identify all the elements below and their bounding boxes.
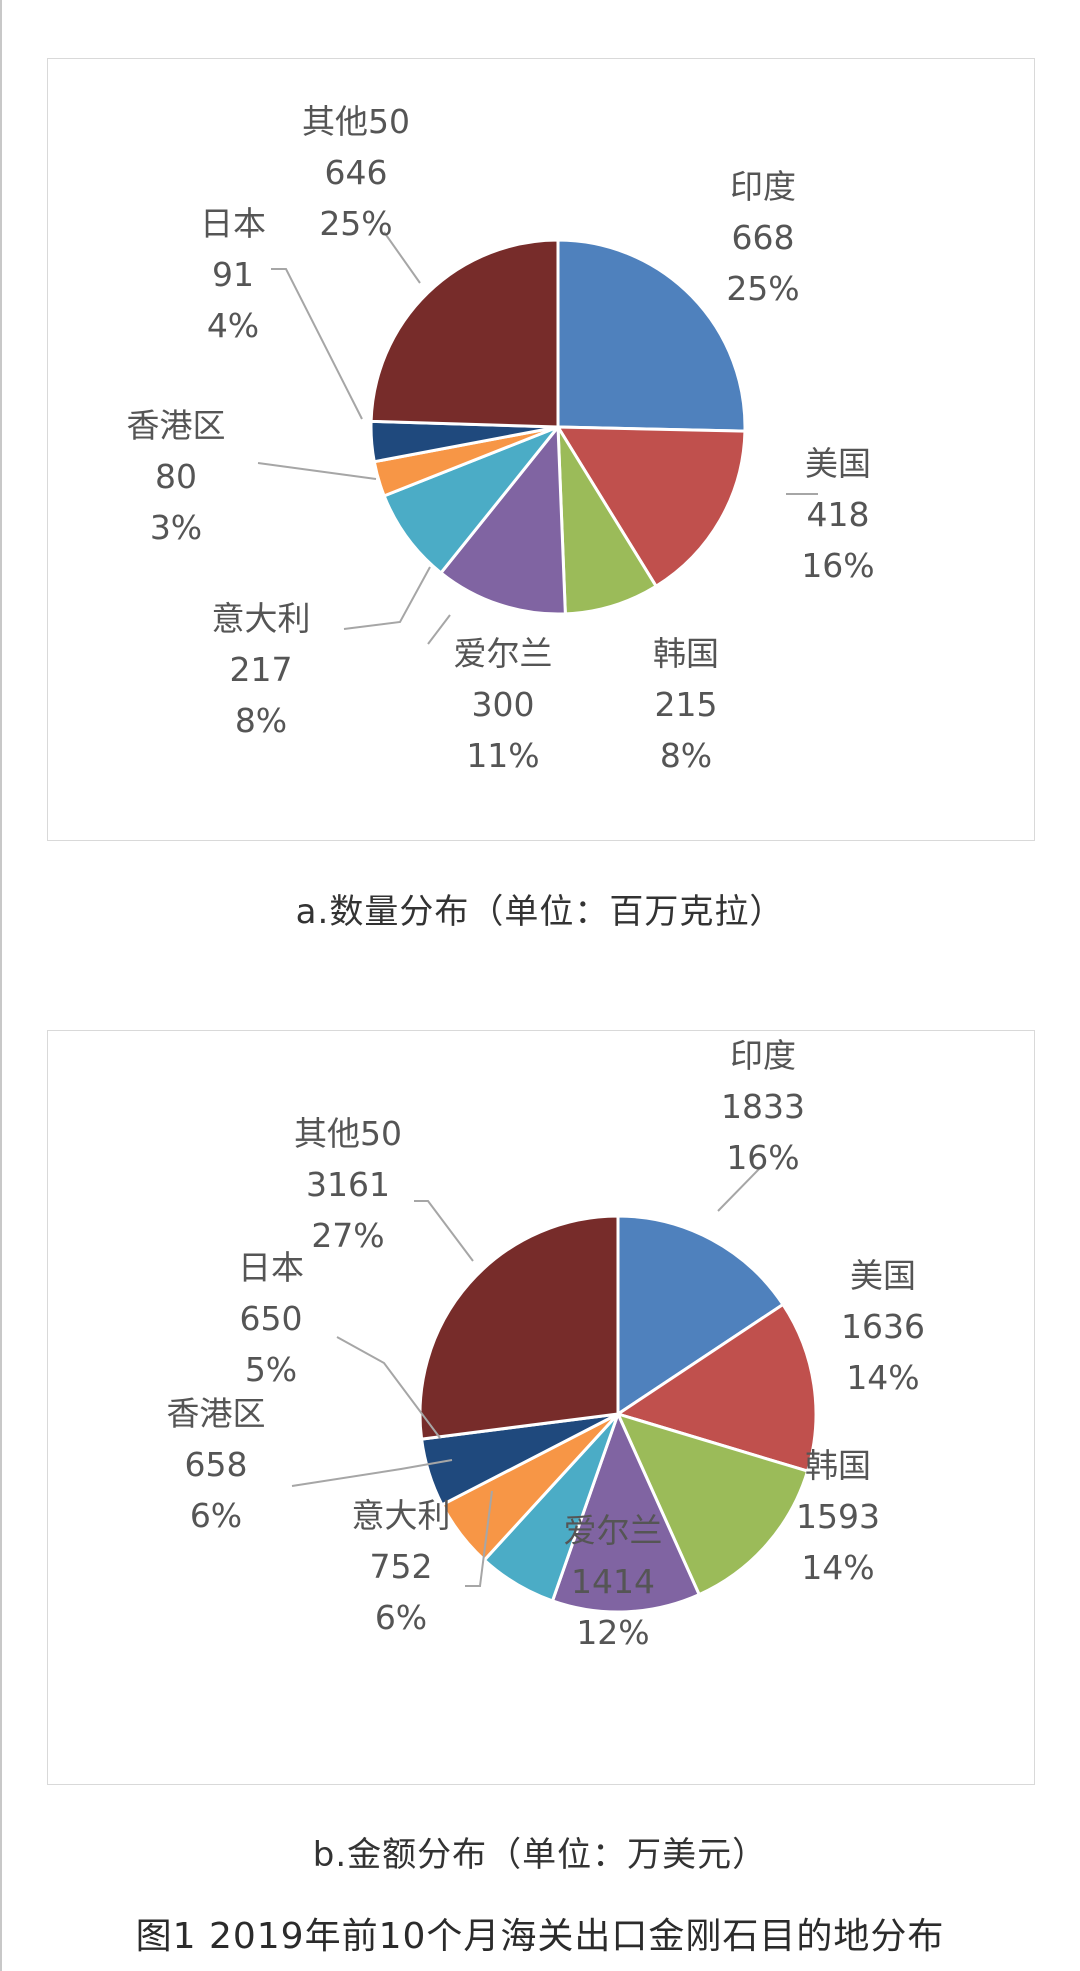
leader-line-japan [336,1336,441,1439]
data-label-japan: 日本 91 4% [200,204,266,345]
pie-slice-india [616,1214,785,1416]
slice-value-korea: 215 [655,685,718,724]
pie-slice-usa [556,425,747,588]
slice-value-hongkong: 80 [155,457,197,496]
pie-slice-others [418,1214,620,1441]
slice-value-italy: 752 [370,1547,433,1586]
figure-title: 图1 2019年前10个月海关出口金刚石目的地分布 [135,1916,945,1957]
slice-value-others: 3161 [306,1165,390,1204]
slice-percent-usa: 14% [846,1358,919,1397]
data-label-usa: 美国 418 16% [801,444,874,585]
slice-value-ireland: 1414 [571,1562,655,1601]
slice-percent-japan: 4% [207,306,259,345]
slice-percent-korea: 14% [801,1548,874,1587]
slice-percent-hongkong: 6% [190,1496,242,1535]
slice-percent-ireland: 11% [466,736,539,775]
slice-percent-italy: 8% [235,701,287,740]
slice-value-korea: 1593 [796,1497,880,1536]
slice-name-ireland: 爱尔兰 [564,1511,663,1550]
slice-percent-usa: 16% [801,546,874,585]
data-label-ireland: 爱尔兰 1414 12% [564,1511,663,1652]
slice-percent-india: 25% [726,269,799,308]
leader-line-others [414,1200,474,1262]
pie-chart-quantity: 印度 668 25% 美国 418 16% 韩国 215 8% 爱尔兰 300 11% 意大利 217 8%… [127,102,875,775]
leader-line-japan [271,268,363,420]
pie-slice-korea [556,425,658,616]
data-label-italy: 意大利 217 8% [212,599,311,740]
slice-percent-india: 16% [726,1138,799,1177]
page-left-rule [0,0,2,1971]
chart-b-frame: 印度 1833 16% 美国 1636 14% 韩国 1593 14% 爱尔兰 1414 12% 意大利… [47,1030,1035,1785]
leader-line-hongkong [291,1459,453,1487]
leader-line-italy [343,566,431,630]
slice-name-india: 印度 [730,167,796,206]
data-label-korea: 韩国 1593 14% [796,1446,880,1587]
slice-name-usa: 美国 [850,1256,916,1295]
data-label-usa: 美国 1636 14% [841,1256,925,1397]
leader-line-hongkong [257,462,377,480]
leader-line-italy [465,1490,493,1587]
pie-chart-value: 印度 1833 16% 美国 1636 14% 韩国 1593 14% 爱尔兰 1414 12% 意大利… [167,1036,925,1652]
slice-name-korea: 韩国 [653,634,719,673]
pie-slice-korea [616,1412,810,1597]
slice-value-usa: 418 [807,495,870,534]
slice-percent-japan: 5% [245,1350,297,1389]
pie-slices [369,238,747,616]
data-label-others: 其他50 646 25% [302,102,410,243]
pie-slice-italy [382,425,560,575]
chart-a-frame: 印度 668 25% 美国 418 16% 韩国 215 8% 爱尔兰 300 11% 意大利 217 8%… [47,58,1035,841]
slice-value-ireland: 300 [472,685,535,724]
slice-name-hongkong: 香港区 [127,406,226,445]
slice-percent-others: 25% [319,204,392,243]
slice-percent-hongkong: 3% [150,508,202,547]
slice-value-india: 668 [732,218,795,257]
data-label-hongkong: 香港区 80 3% [127,406,226,547]
slice-name-italy: 意大利 [212,599,311,638]
leader-line-others [383,231,421,284]
data-label-ireland: 爱尔兰 300 11% [454,634,553,775]
slice-percent-korea: 8% [660,736,712,775]
slice-value-hongkong: 658 [185,1445,248,1484]
data-label-korea: 韩国 215 8% [653,634,719,775]
slice-name-hongkong: 香港区 [167,1394,266,1433]
slice-percent-italy: 6% [375,1598,427,1637]
slice-value-india: 1833 [721,1087,805,1126]
pie-slice-usa [616,1302,818,1473]
slice-name-india: 印度 [730,1036,796,1075]
slice-name-ireland: 爱尔兰 [454,634,553,673]
pie-slice-india [556,238,747,433]
slice-name-korea: 韩国 [805,1446,871,1485]
data-label-india: 印度 1833 16% [721,1036,805,1177]
data-label-italy: 意大利 752 6% [352,1496,451,1637]
pie-slice-others [369,238,560,429]
chart-a-caption: a.数量分布（单位：百万克拉） [295,892,785,932]
slice-name-italy: 意大利 [352,1496,451,1535]
pie-slice-ireland [551,1412,701,1614]
slice-value-usa: 1636 [841,1307,925,1346]
data-label-japan: 日本 650 5% [238,1248,304,1389]
data-label-india: 印度 668 25% [726,167,799,308]
slice-percent-ireland: 12% [576,1613,649,1652]
slice-name-japan: 日本 [200,204,266,243]
slice-name-others: 其他50 [294,1114,402,1153]
leader-line-ireland [427,614,451,645]
slice-percent-others: 27% [311,1216,384,1255]
data-label-others: 其他50 3161 27% [294,1114,402,1255]
pie-slice-ireland [439,425,567,616]
data-label-hongkong: 香港区 658 6% [167,1394,266,1535]
slice-value-japan: 91 [212,255,254,294]
leader-line-india [717,1164,764,1212]
slice-name-usa: 美国 [805,444,871,483]
slice-value-others: 646 [325,153,388,192]
slice-name-others: 其他50 [302,102,410,141]
chart-b-caption: b.金额分布（单位：万美元） [312,1835,768,1875]
slice-value-italy: 217 [230,650,293,689]
slice-value-japan: 650 [240,1299,303,1338]
pie-slices [418,1214,818,1614]
slice-name-japan: 日本 [238,1248,304,1287]
